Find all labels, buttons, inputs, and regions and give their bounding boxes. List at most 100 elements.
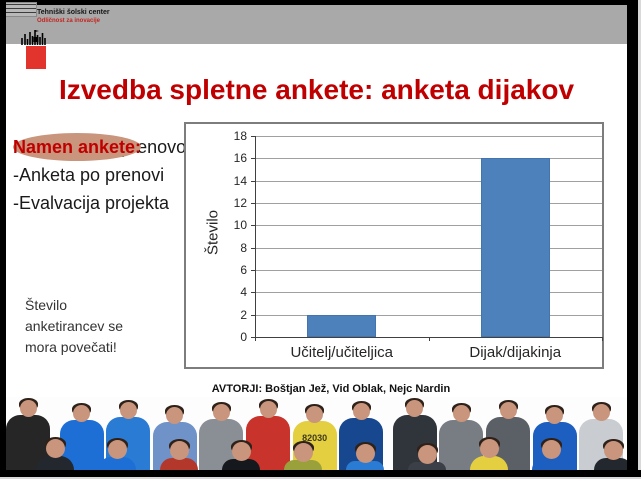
person-figure (406, 397, 448, 470)
logo-red-square-icon (26, 46, 46, 69)
y-tick-mark (251, 225, 255, 227)
gridline (255, 270, 602, 271)
y-tick-mark (251, 270, 255, 271)
authors-line: AVTORJI: Boštjan Jež, Vid Oblak, Nejc Na… (211, 383, 451, 395)
person-head (592, 404, 610, 421)
person-torso (346, 461, 384, 470)
skyline-logo-icon (21, 29, 47, 45)
purpose-heading: Namen ankete: (13, 133, 142, 161)
person-figure (34, 397, 76, 470)
person-torso (160, 458, 198, 470)
x-category-label: Dijak/dijakinja (469, 344, 562, 361)
note-line: mora povečati! (25, 339, 117, 355)
person-figure (158, 397, 200, 470)
frame-bottom-edge (0, 477, 641, 479)
person-head (406, 400, 424, 417)
person-figure (220, 397, 262, 470)
y-tick-label: 6 (240, 263, 247, 277)
y-tick-mark (251, 292, 255, 294)
person-figure (530, 397, 572, 470)
y-tick-label: 10 (233, 218, 247, 233)
person-head (169, 441, 189, 460)
group-photo: 82030 (6, 397, 627, 470)
person-head (603, 441, 623, 460)
person-head (352, 403, 370, 420)
person-figure (344, 397, 386, 470)
person-head (306, 406, 324, 423)
x-tick-mark (602, 337, 603, 341)
person-torso (594, 458, 627, 470)
note-line: anketirancev se (25, 318, 124, 334)
purpose-item: -Evalvacija projekta (13, 193, 170, 213)
person-torso (284, 460, 322, 470)
person-head (45, 439, 65, 458)
y-tick-mark (251, 203, 255, 204)
y-tick-label: 16 (233, 151, 247, 166)
person-head (231, 442, 251, 461)
note-block: Število anketirancev se mora povečati! (25, 295, 175, 358)
person-head (355, 444, 375, 463)
bar (480, 158, 550, 337)
y-tick-mark (251, 180, 255, 182)
frame-right (627, 0, 638, 479)
person-figure (96, 397, 138, 470)
person-figure (592, 397, 627, 470)
gridline (255, 292, 602, 294)
person-figure (468, 397, 510, 470)
logo-micro-box (4, 2, 37, 17)
person-head (19, 400, 37, 417)
y-tick-label: 4 (240, 285, 247, 300)
person-head (479, 439, 499, 458)
x-tick-mark (255, 337, 256, 341)
x-category-label: Učitelj/učiteljica (290, 344, 394, 361)
y-axis-line (255, 136, 256, 337)
y-tick-mark (251, 136, 255, 137)
note-line: Število (25, 297, 68, 313)
gridline (255, 180, 602, 182)
frame-bottom (0, 470, 641, 477)
person-torso (408, 462, 446, 470)
person-torso (532, 457, 570, 470)
gridline (255, 247, 602, 249)
gridline (255, 158, 602, 160)
person-torso (98, 457, 136, 470)
person-head (166, 407, 184, 424)
gridline (255, 314, 602, 316)
person-head (546, 407, 564, 424)
person-head (119, 402, 137, 419)
y-tick-label: 12 (233, 196, 247, 210)
y-tick-label: 0 (240, 330, 247, 344)
y-tick-mark (251, 158, 255, 160)
y-tick-label: 8 (240, 240, 247, 255)
y-tick-mark (251, 247, 255, 249)
y-tick-label: 14 (233, 173, 247, 188)
org-name: Tehniški šolski center (37, 9, 110, 16)
gridline (255, 203, 602, 204)
chart: 0 2 4 6 8 10 12 14 16 18 Učitelj/učiteljica Dijak/d… (184, 122, 604, 369)
bar (307, 314, 377, 337)
y-axis-title: Število (204, 209, 222, 256)
person-head (259, 401, 277, 418)
header-band (0, 5, 627, 44)
person-figure (282, 397, 324, 470)
org-tagline: Odličnost za inovacije (37, 18, 101, 24)
person-torso (222, 459, 260, 470)
y-tick-label: 2 (240, 307, 247, 322)
person-head (293, 443, 313, 462)
person-torso (36, 456, 74, 470)
frame-top (0, 0, 641, 5)
slide-title: Izvedba spletne ankete: anketa dijakov (58, 74, 575, 105)
y-tick-label: 18 (233, 129, 247, 143)
gridline (255, 225, 602, 227)
frame-left (0, 0, 6, 479)
person-head (212, 404, 230, 421)
x-tick-mark (428, 337, 430, 341)
jersey-number: 82030 (302, 433, 328, 443)
gridline (255, 136, 602, 137)
purpose-block: Namen ankete: -Anketa pred prenovo -Anke… (13, 133, 186, 217)
person-torso (470, 456, 508, 470)
frame-right-edge (638, 0, 641, 479)
person-head (541, 440, 561, 459)
person-head (452, 405, 470, 422)
